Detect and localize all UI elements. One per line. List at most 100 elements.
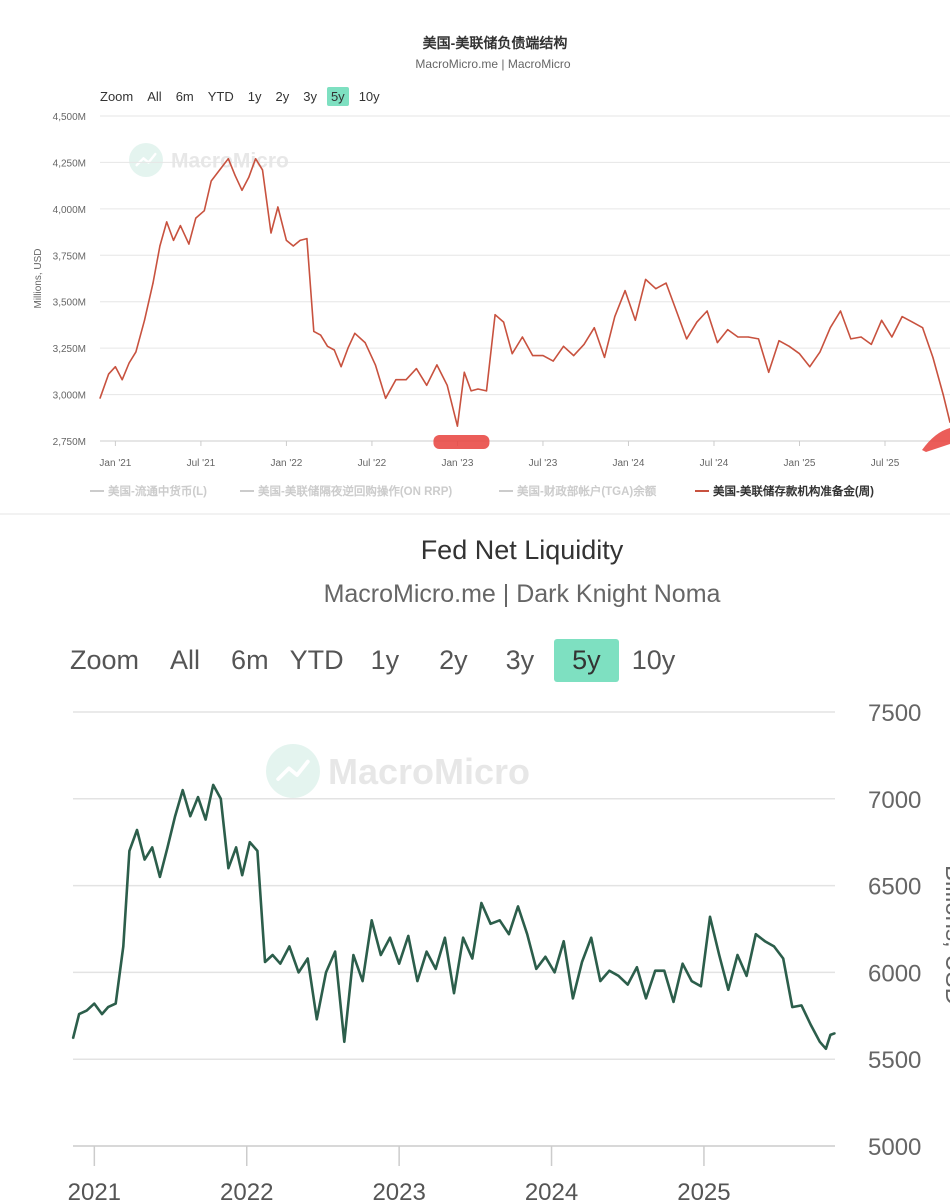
chart2-data-point bbox=[773, 945, 775, 948]
chart2-data-point bbox=[78, 1013, 80, 1015]
range-button-1y[interactable]: 1y bbox=[247, 88, 262, 104]
chart2-data-point bbox=[754, 933, 757, 936]
reserves-chart-panel: 美国-美联储负债端结构 MacroMicro.me | MacroMicro Z… bbox=[0, 0, 950, 515]
chart1-data-point bbox=[850, 338, 852, 340]
chart2-data-point bbox=[220, 798, 222, 800]
chart2-data-point bbox=[189, 815, 192, 817]
chart1-x-tick: Jan '21 bbox=[99, 458, 131, 469]
range-button-2y[interactable]: 2y bbox=[275, 88, 290, 104]
range-button-ytd[interactable]: YTD bbox=[207, 88, 234, 104]
chart1-data-point bbox=[326, 345, 329, 347]
chart1-data-point bbox=[829, 327, 831, 329]
range-button-5y-2[interactable]: 5y bbox=[554, 638, 619, 682]
range-button-all-2[interactable]: All bbox=[170, 644, 201, 675]
chart2-data-point bbox=[508, 933, 510, 936]
chart2-data-point bbox=[636, 966, 638, 968]
chart1-data-point bbox=[203, 210, 205, 212]
chart1-range-selector: Zoom All 6m YTD 1y 2y 3y 5y 10y bbox=[96, 86, 390, 106]
chart1-data-point bbox=[385, 397, 387, 399]
net-liquidity-chart-panel: MacroMicro 5000 5500 6000 6500 7000 7500 Billio… bbox=[0, 515, 950, 1200]
chart1-data-point bbox=[573, 354, 575, 357]
chart2-data-point bbox=[617, 975, 620, 977]
chart2-data-point bbox=[316, 1018, 318, 1021]
chart2-data-point bbox=[526, 933, 528, 936]
range-button-6m[interactable]: 6m bbox=[175, 88, 194, 104]
chart1-data-point bbox=[932, 356, 934, 359]
chart1-x-tick: Jul '23 bbox=[529, 458, 558, 469]
chart1-title: 美国-美联储负债端结构 bbox=[422, 35, 568, 51]
chart1-data-point bbox=[747, 336, 749, 338]
chart2-data-point bbox=[271, 954, 274, 956]
range-button-3y-2[interactable]: 3y bbox=[505, 644, 535, 675]
chart1-data-point bbox=[463, 371, 465, 373]
chart1-data-point bbox=[542, 354, 544, 357]
chart2-data-point bbox=[663, 969, 666, 972]
chart2-data-point bbox=[248, 841, 251, 843]
chart1-data-point bbox=[364, 341, 366, 344]
chart1-data-point bbox=[128, 362, 130, 364]
chart2-data-point bbox=[709, 916, 711, 918]
chart1-x-tick: Jan '23 bbox=[441, 458, 473, 469]
chart2-data-point bbox=[306, 957, 309, 960]
chart1-x-tick: Jan '25 bbox=[784, 458, 816, 469]
chart2-x-tick: 2025 bbox=[677, 1179, 730, 1200]
chart2-data-point bbox=[122, 945, 125, 948]
chart2-data-point bbox=[235, 846, 237, 849]
chart1-data-point bbox=[227, 158, 229, 160]
chart2-data-point bbox=[288, 945, 291, 948]
chart1-data-point bbox=[562, 345, 565, 347]
chart2-y-axis-label: Billions, USD bbox=[940, 865, 950, 1005]
chart2-data-point bbox=[645, 997, 647, 1000]
chart2-data-point bbox=[553, 971, 556, 974]
range-button-6m-2[interactable]: 6m bbox=[231, 644, 269, 675]
chart1-data-point bbox=[159, 245, 161, 247]
chart2-data-point bbox=[690, 980, 693, 982]
chart2-x-tick: 2022 bbox=[220, 1179, 273, 1200]
chart2-data-point bbox=[562, 940, 565, 942]
chart1-data-point bbox=[768, 371, 770, 373]
chart2-data-point bbox=[398, 962, 400, 965]
chart2-data-point bbox=[101, 1013, 103, 1015]
chart1-data-point bbox=[521, 336, 524, 338]
chart2-data-point bbox=[590, 936, 592, 939]
range-button-5y[interactable]: 5y bbox=[326, 86, 349, 106]
chart1-x-tick: Jan '22 bbox=[270, 458, 302, 469]
chart1-x-tick: Jul '22 bbox=[358, 458, 387, 469]
chart1-data-point bbox=[665, 282, 667, 284]
chart1-data-point bbox=[880, 319, 883, 321]
range-button-10y[interactable]: 10y bbox=[358, 88, 380, 104]
chart2-data-point bbox=[444, 936, 446, 939]
chart1-data-point bbox=[121, 379, 123, 381]
chart1-y-tick: 3,000M bbox=[53, 391, 86, 402]
chart2-data-point bbox=[608, 969, 611, 972]
chart1-data-point bbox=[143, 319, 146, 321]
chart2-data-point bbox=[745, 975, 748, 977]
chart2-data-point bbox=[241, 874, 243, 876]
chart1-data-point bbox=[737, 336, 739, 338]
chart1-data-point bbox=[655, 288, 657, 290]
chart1-data-point bbox=[320, 334, 322, 336]
chart2-data-point bbox=[114, 1002, 117, 1005]
chart1-data-point bbox=[477, 388, 479, 390]
chart1-data-point bbox=[603, 356, 606, 359]
range-button-ytd-2[interactable]: YTD bbox=[289, 644, 344, 675]
chart1-data-point bbox=[696, 321, 698, 323]
chart1-data-point bbox=[347, 347, 349, 349]
range-button-2y-2[interactable]: 2y bbox=[439, 644, 468, 675]
chart2-data-point bbox=[498, 919, 501, 922]
chart1-data-point bbox=[634, 319, 636, 321]
chart2-data-point bbox=[764, 940, 766, 942]
range-button-1y-2[interactable]: 1y bbox=[370, 644, 400, 675]
chart2-data-point bbox=[471, 957, 474, 960]
range-button-3y[interactable]: 3y bbox=[303, 88, 317, 104]
chart2-watermark: MacroMicro bbox=[266, 744, 530, 798]
chart2-data-point bbox=[143, 858, 146, 861]
chart1-data-point bbox=[593, 327, 595, 329]
chart1-data-point bbox=[313, 330, 315, 333]
chart2-data-point bbox=[829, 1034, 832, 1036]
chart1-data-point bbox=[277, 206, 279, 208]
range-button-all[interactable]: All bbox=[147, 88, 162, 104]
chart2-x-tick: 2024 bbox=[525, 1179, 578, 1200]
range-button-10y-2[interactable]: 10y bbox=[631, 644, 676, 675]
chart2-data-point bbox=[434, 968, 437, 970]
